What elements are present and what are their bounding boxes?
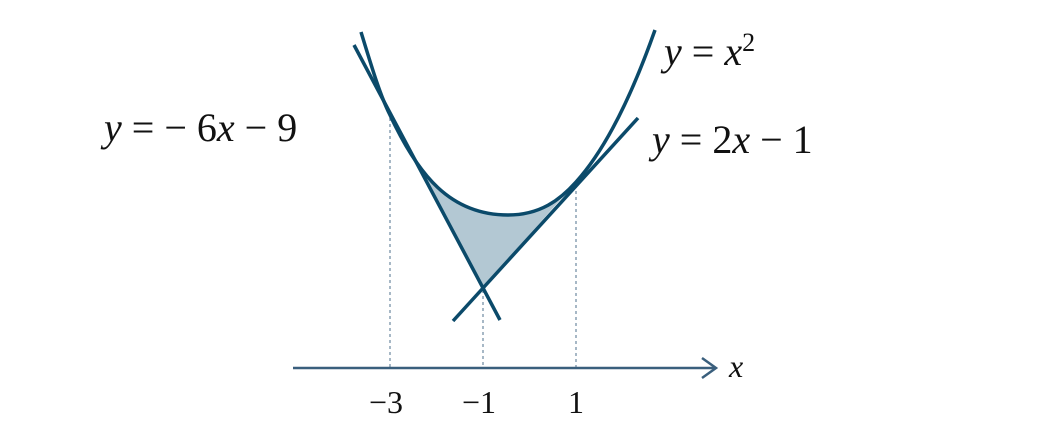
parabola-label-var: x bbox=[724, 29, 743, 74]
tangent-right-label: y = 2x − 1 bbox=[652, 120, 813, 160]
parabola-label-lhs: y bbox=[664, 29, 682, 74]
tick-label-1: 1 bbox=[568, 384, 584, 420]
tangent-left-var: x bbox=[216, 105, 235, 150]
tangent-right-const: − 1 bbox=[750, 117, 813, 162]
parabola-label-eq: = bbox=[681, 29, 725, 74]
tangent-left-lhs: y bbox=[104, 105, 122, 150]
tangent-right-lhs: y bbox=[652, 117, 670, 162]
x-axis-label: x bbox=[729, 348, 744, 384]
tangent-left-coef: = − 6 bbox=[121, 105, 217, 150]
tangent-right-coef: = 2 bbox=[669, 117, 733, 162]
tangent-line-left bbox=[352, 44, 502, 321]
tangent-line-right bbox=[451, 116, 640, 323]
tangent-left-const: − 9 bbox=[234, 105, 298, 150]
x-axis-arrow-icon bbox=[701, 356, 719, 380]
shaded-region bbox=[390, 115, 576, 287]
tick-label-neg1: −1 bbox=[461, 384, 497, 420]
parabola-curve bbox=[359, 29, 657, 217]
tangent-right-var: x bbox=[732, 117, 751, 162]
tangent-left-label: y = − 6x − 9 bbox=[104, 108, 297, 148]
parabola-label-exp: 2 bbox=[742, 28, 756, 57]
parabola-label: y = x2 bbox=[664, 30, 755, 72]
tick-label-neg3: −3 bbox=[368, 384, 404, 420]
